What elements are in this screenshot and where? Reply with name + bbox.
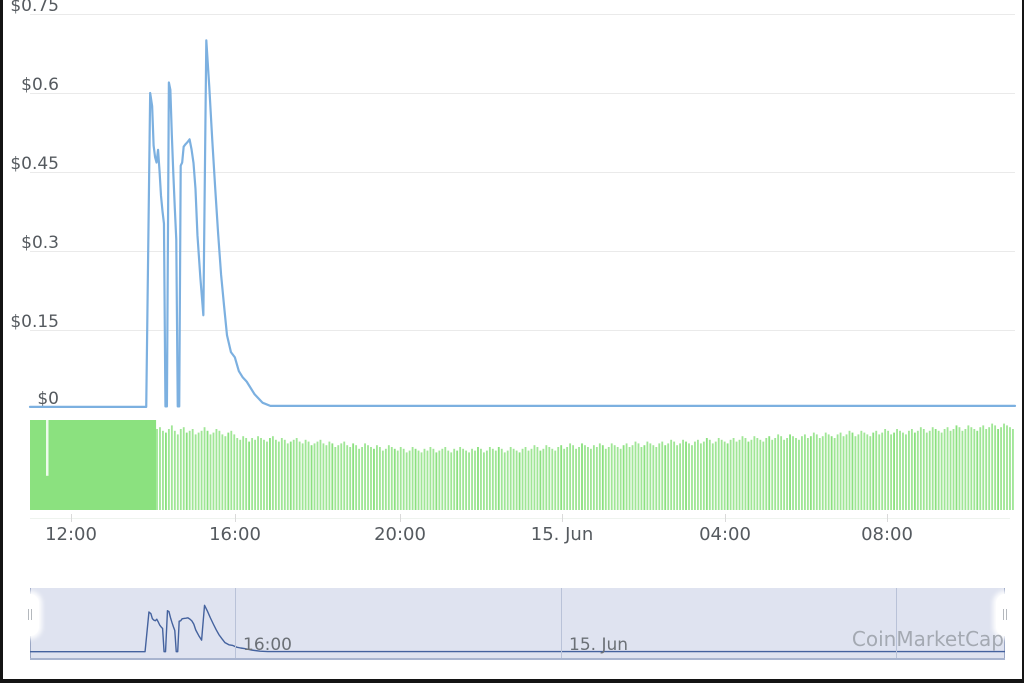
navigator-label-1600: 16:00 bbox=[243, 635, 292, 655]
y-axis-label-03: $0.3 bbox=[21, 233, 59, 253]
x-axis-label-2000: 20:00 bbox=[374, 524, 426, 545]
range-start-handle[interactable] bbox=[21, 594, 39, 636]
y-axis-label-075: $0.75 bbox=[10, 0, 59, 16]
range-navigator[interactable]: 16:00 15. Jun bbox=[21, 588, 1014, 660]
x-axis-tick bbox=[400, 514, 401, 522]
price-line-series bbox=[28, 39, 1017, 408]
gridline-045 bbox=[30, 172, 1015, 173]
range-end-handle[interactable] bbox=[996, 594, 1014, 636]
gridline-06 bbox=[30, 93, 1015, 94]
navigator-tick bbox=[235, 588, 236, 658]
x-axis-label-0800: 08:00 bbox=[861, 524, 913, 545]
x-axis-tick bbox=[725, 514, 726, 522]
grip-line-icon bbox=[1006, 609, 1007, 620]
x-axis-label-1600: 16:00 bbox=[209, 524, 261, 545]
x-axis-tick bbox=[562, 514, 563, 522]
gridline-03 bbox=[30, 251, 1015, 252]
price-plot-area: $0.75 $0.6 $0.45 $0.3 $0.15 $0 bbox=[3, 0, 1022, 520]
grip-line-icon bbox=[1003, 609, 1004, 620]
x-axis-tick bbox=[235, 514, 236, 522]
coinmarketcap-watermark: CoinMarketCap bbox=[851, 627, 1004, 651]
x-axis-tick bbox=[887, 514, 888, 522]
grip-line-icon bbox=[31, 609, 32, 620]
gridline-015 bbox=[30, 330, 1015, 331]
y-axis-label-06: $0.6 bbox=[21, 75, 59, 95]
grip-line-icon bbox=[28, 609, 29, 620]
x-axis-line bbox=[30, 518, 1010, 519]
x-axis-label-1200: 12:00 bbox=[45, 524, 97, 545]
navigator-mini-series bbox=[30, 604, 1005, 653]
x-axis-label-0400: 04:00 bbox=[699, 524, 751, 545]
navigator-tick bbox=[561, 588, 562, 658]
x-axis-label-15jun: 15. Jun bbox=[530, 524, 594, 545]
y-axis-label-015: $0.15 bbox=[10, 312, 59, 332]
x-axis-tick bbox=[71, 514, 72, 522]
y-axis-label-045: $0.45 bbox=[10, 154, 59, 174]
navigator-label-15jun: 15. Jun bbox=[569, 635, 629, 655]
y-axis-label-0: $0 bbox=[37, 389, 59, 409]
navigator-tick bbox=[896, 588, 897, 658]
volume-bar-series bbox=[30, 420, 1014, 510]
gridline-075 bbox=[30, 14, 1015, 15]
